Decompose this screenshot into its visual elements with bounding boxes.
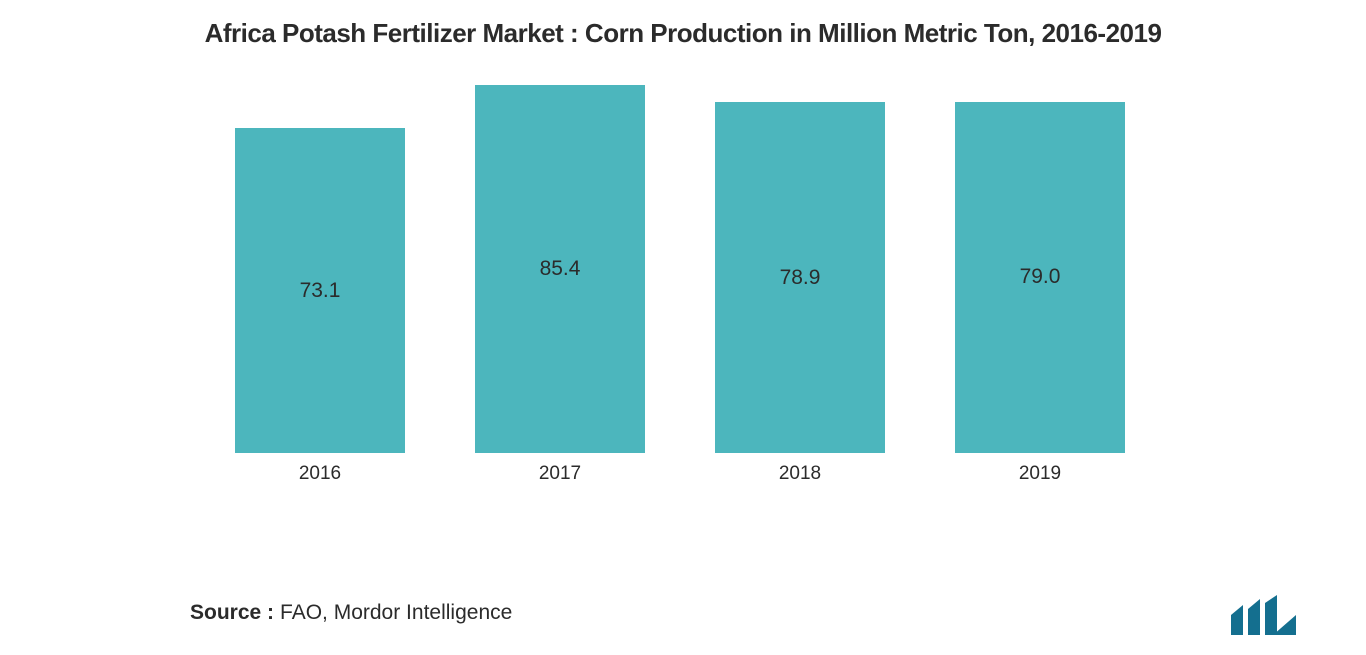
chart-title: Africa Potash Fertilizer Market : Corn P… xyxy=(0,18,1366,49)
logo-bars-icon xyxy=(1231,595,1296,635)
x-axis-label: 2016 xyxy=(299,463,341,485)
bar: 85.4 xyxy=(475,85,645,453)
chart-canvas: Africa Potash Fertilizer Market : Corn P… xyxy=(0,0,1366,655)
x-axis-label: 2018 xyxy=(779,463,821,485)
source-text: FAO, Mordor Intelligence xyxy=(280,601,512,625)
source-label: Source : xyxy=(190,601,274,625)
bar-value-label: 78.9 xyxy=(780,266,821,290)
x-axis-label: 2019 xyxy=(1019,463,1061,485)
bar-slot: 79.0 2019 xyxy=(955,85,1125,485)
bars-container: 73.1 2016 85.4 2017 78.9 2018 79.0 xyxy=(200,85,1160,485)
bar: 78.9 xyxy=(715,102,885,453)
x-axis-label: 2017 xyxy=(539,463,581,485)
bar-value-label: 79.0 xyxy=(1020,265,1061,289)
bar-value-label: 85.4 xyxy=(540,257,581,281)
bar: 79.0 xyxy=(955,102,1125,453)
bar-value-label: 73.1 xyxy=(300,279,341,303)
bar-slot: 85.4 2017 xyxy=(475,85,645,485)
brand-logo-icon xyxy=(1226,595,1296,639)
bar-slot: 73.1 2016 xyxy=(235,85,405,485)
bar-slot: 78.9 2018 xyxy=(715,85,885,485)
bar: 73.1 xyxy=(235,128,405,453)
plot-area: 73.1 2016 85.4 2017 78.9 2018 79.0 xyxy=(200,85,1160,485)
source-line: Source : FAO, Mordor Intelligence xyxy=(190,601,512,625)
